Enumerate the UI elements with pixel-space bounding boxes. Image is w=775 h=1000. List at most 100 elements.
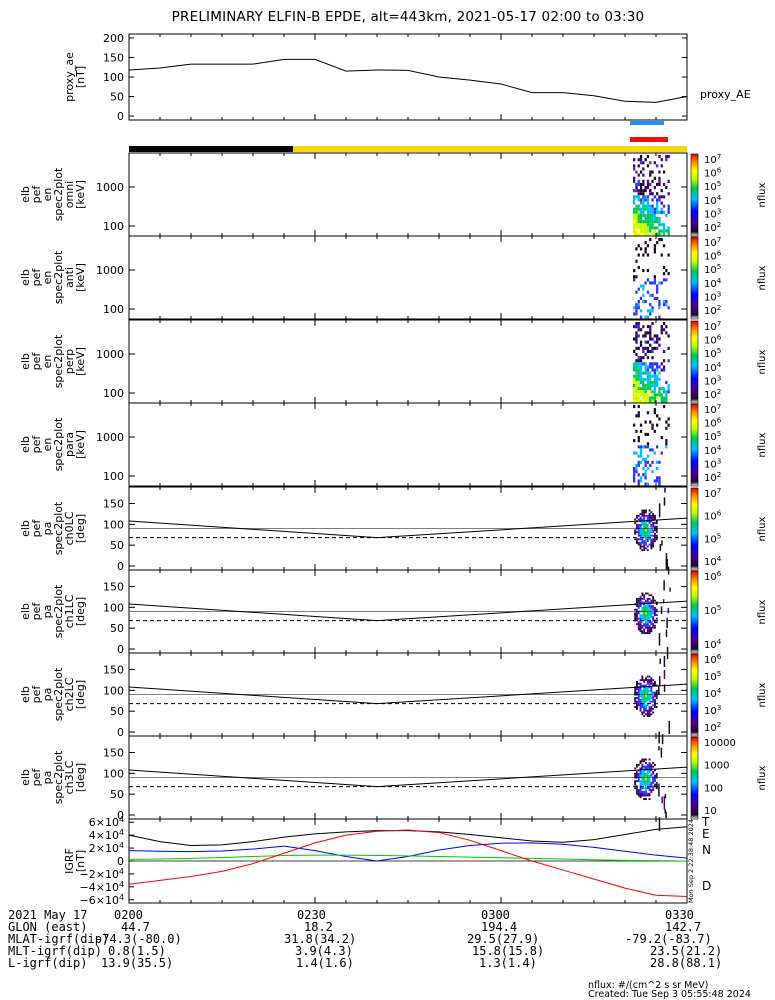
spectrogram-streak (661, 540, 663, 546)
spectrogram-cell (649, 365, 652, 369)
ephemeris-value: 23.5(21.2) (650, 944, 723, 958)
spectrogram-cell (651, 232, 654, 236)
spectrogram-cell (643, 531, 646, 534)
spectrogram-cell (639, 513, 642, 516)
axis-label-line: spec2plot (52, 334, 65, 388)
spectrogram-cell (633, 423, 636, 427)
spectrogram-cell (652, 679, 655, 682)
spectrogram-cell (646, 232, 650, 236)
spectrogram-cell (656, 207, 659, 211)
spectrogram-cell (667, 253, 670, 257)
spectrogram-cell (655, 534, 658, 537)
spectrogram-cell (646, 617, 649, 620)
spectrogram-cell (633, 226, 636, 230)
spectrogram-cell (652, 765, 655, 768)
spectrogram-cell (641, 511, 644, 514)
spectrogram-cell (643, 597, 646, 600)
spectrogram-cell (649, 281, 652, 285)
spectrogram-cell (653, 213, 656, 217)
spectrogram-cell (641, 792, 644, 795)
spectrogram-cell (643, 615, 646, 618)
axis-label-line: elb (19, 353, 32, 370)
spectrogram-cell (650, 774, 653, 777)
spectrogram-cell (637, 532, 640, 535)
spectrogram-cell (637, 780, 640, 783)
spectrogram-cell (656, 340, 659, 344)
spectrogram-cell (643, 767, 646, 770)
spectrogram-cell (653, 226, 656, 230)
spectrogram-cell (646, 229, 650, 233)
spectrogram-cell (636, 700, 638, 703)
spectrogram-cell (654, 700, 656, 703)
spectrogram-cell (650, 614, 653, 617)
spectrogram-cell (635, 325, 638, 329)
spectrogram-cell (660, 238, 663, 242)
spectrogram-cell (635, 312, 638, 316)
spectrogram-cell (655, 617, 658, 620)
y-tick-label: 1000 (96, 264, 124, 277)
spectrogram-cell (644, 241, 647, 245)
spectrogram-cell (658, 170, 661, 174)
spectrogram-cell (645, 765, 647, 768)
spectrogram-cell (648, 529, 651, 532)
spectrogram-cell (639, 787, 642, 790)
spectrogram-cell (639, 448, 643, 452)
spectrogram-cell (658, 195, 661, 199)
spectrogram-cell (658, 198, 661, 202)
spectrogram-cell (645, 612, 647, 615)
spectrogram-cell (648, 765, 651, 768)
spectrogram-cell (635, 170, 638, 174)
spectrogram-cell (639, 767, 642, 770)
spectrogram-cell (633, 467, 636, 471)
spectrogram-cell (646, 630, 649, 633)
spectrogram-cell (646, 691, 649, 694)
spectrogram-cell (648, 532, 651, 535)
spectrogram-cell (658, 337, 661, 341)
colorbar-gradient (690, 236, 699, 320)
spectrogram-cell (646, 778, 649, 781)
spectrogram-cell (639, 684, 642, 687)
ephemeris-label: MLT-igrf(dip) (8, 944, 102, 958)
spectrogram-cell (633, 210, 636, 214)
spectrogram-cell (646, 356, 650, 360)
spectrogram-cell (658, 315, 661, 319)
spectrogram-cell (652, 522, 655, 525)
spectrogram-cell (636, 525, 638, 528)
ephemeris-value: 1.3(1.4) (479, 956, 537, 970)
spectrogram-cell (639, 189, 643, 193)
spectrogram-cell (636, 623, 638, 626)
spectrogram-cell (646, 380, 650, 384)
spectrogram-cell (656, 226, 659, 230)
spectrogram-cell (635, 393, 638, 397)
spectrogram-cell (642, 173, 645, 177)
spectrogram-cell (641, 691, 644, 694)
spectrogram-cell (633, 232, 636, 236)
spectrogram-cell (644, 387, 647, 391)
spectrogram-cell (646, 689, 649, 692)
spectrogram-cell (643, 781, 646, 784)
spectrogram-cell (643, 778, 646, 781)
spectrogram-cell (644, 482, 647, 486)
spectrogram-cell (650, 594, 653, 597)
axis-label-line: en (41, 438, 54, 452)
spectrogram-cell (641, 538, 644, 541)
axis-label-line: IGRF (63, 848, 76, 874)
spectrogram-cell (639, 601, 642, 604)
spectrogram-cell (637, 700, 640, 703)
axis-label-line: elb (19, 436, 32, 453)
spectrogram-cell (648, 686, 651, 689)
spectrogram-cell (656, 210, 659, 214)
spectrogram-cell (658, 220, 661, 224)
spectrogram-cell (641, 630, 644, 633)
spectrogram-cell (652, 785, 655, 788)
spectrogram-cell (646, 393, 650, 397)
spectrogram-cell (643, 698, 646, 701)
spectrogram-cell (649, 293, 652, 297)
colorbar-tick: 10000 (704, 738, 736, 749)
y-tick-label: 50 (110, 705, 124, 718)
spectrogram-cell (652, 787, 655, 790)
spectrogram-cell (635, 337, 638, 341)
